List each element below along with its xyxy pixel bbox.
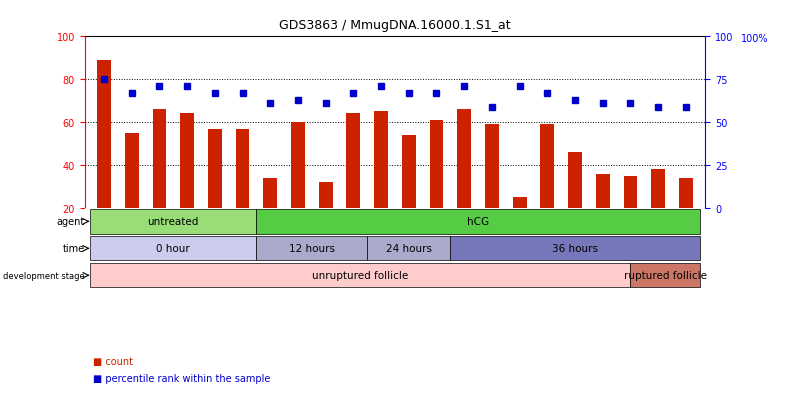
Bar: [181, 114, 194, 251]
Bar: [152, 110, 166, 251]
Text: 12 hours: 12 hours: [289, 244, 334, 254]
Bar: [430, 121, 443, 251]
Bar: [630, 263, 700, 288]
Bar: [374, 112, 388, 251]
Bar: [540, 125, 555, 251]
Text: agent: agent: [56, 217, 85, 227]
Text: 36 hours: 36 hours: [552, 244, 598, 254]
Bar: [291, 123, 305, 251]
Bar: [368, 237, 451, 261]
Bar: [264, 178, 277, 251]
Bar: [208, 129, 222, 251]
Text: 0 hour: 0 hour: [156, 244, 190, 254]
Text: hCG: hCG: [467, 217, 489, 227]
Bar: [97, 61, 111, 251]
Text: ■ count: ■ count: [93, 356, 133, 366]
Text: unruptured follicle: unruptured follicle: [312, 271, 409, 281]
Text: GDS3863 / MmugDNA.16000.1.S1_at: GDS3863 / MmugDNA.16000.1.S1_at: [279, 19, 511, 31]
Bar: [485, 125, 499, 251]
Bar: [318, 183, 333, 251]
Text: untreated: untreated: [147, 217, 199, 227]
Y-axis label: 100%: 100%: [742, 34, 769, 44]
Bar: [347, 114, 360, 251]
Text: ■ percentile rank within the sample: ■ percentile rank within the sample: [93, 373, 270, 383]
Bar: [651, 170, 665, 251]
Bar: [256, 210, 700, 234]
Text: time: time: [63, 244, 85, 254]
Bar: [568, 153, 582, 251]
Bar: [90, 210, 256, 234]
Bar: [90, 263, 630, 288]
Bar: [596, 174, 609, 251]
Text: development stage: development stage: [3, 271, 85, 280]
Text: ruptured follicle: ruptured follicle: [624, 271, 707, 281]
Bar: [513, 198, 526, 251]
Bar: [451, 237, 700, 261]
Bar: [457, 110, 472, 251]
Bar: [235, 129, 250, 251]
Bar: [402, 135, 416, 251]
Text: 24 hours: 24 hours: [386, 244, 432, 254]
Bar: [624, 176, 638, 251]
Bar: [90, 237, 256, 261]
Bar: [125, 133, 139, 251]
Bar: [679, 178, 693, 251]
Bar: [256, 237, 368, 261]
